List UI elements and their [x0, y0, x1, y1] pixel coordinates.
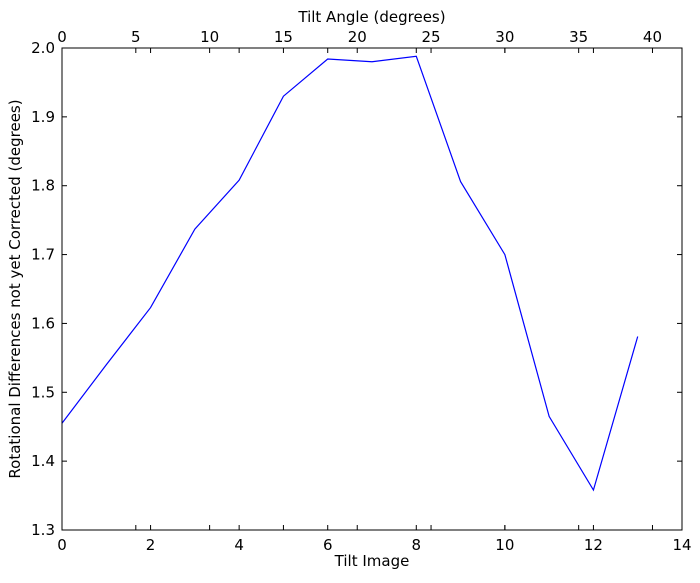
x2-tick-label: 40 [643, 28, 662, 46]
y-tick-label: 1.6 [31, 314, 55, 332]
x-tick-label: 8 [412, 536, 422, 554]
y-tick-label: 1.8 [31, 177, 55, 195]
x-tick-label: 10 [495, 536, 514, 554]
tick-marks [61, 47, 683, 531]
y-tick-label: 1.7 [31, 246, 55, 264]
plot-frame [61, 47, 683, 531]
x-tick-label: 2 [146, 536, 156, 554]
x-tick-label: 14 [672, 536, 691, 554]
x2-tick-label: 10 [200, 28, 219, 46]
series-layer [61, 55, 639, 492]
top-axis-title: Tilt Angle (degrees) [297, 8, 445, 26]
x-tick-label: 6 [323, 536, 333, 554]
y-tick-label: 2.0 [31, 39, 55, 57]
y-axis-title: Rotational Differences not yet Corrected… [6, 99, 24, 478]
x-axis-title: Tilt Image [334, 552, 410, 570]
x2-tick-label: 5 [131, 28, 141, 46]
x2-tick-label: 0 [57, 28, 67, 46]
x-tick-label: 0 [57, 536, 67, 554]
y-tick-label: 1.4 [31, 452, 55, 470]
x2-tick-label: 15 [274, 28, 293, 46]
x2-tick-label: 30 [495, 28, 514, 46]
x-tick-label: 12 [584, 536, 603, 554]
y-tick-label: 1.9 [31, 108, 55, 126]
y-tick-label: 1.5 [31, 383, 55, 401]
y-tick-label: 1.3 [31, 521, 55, 539]
tick-labels: 0 2 4 6 8 10 12 14 0 5 10 15 20 25 30 35 40 1.3 1.4 1.5 1.6 1… [31, 28, 691, 554]
x2-tick-label: 35 [569, 28, 588, 46]
x-tick-label: 4 [234, 536, 244, 554]
x2-tick-label: 25 [422, 28, 441, 46]
x2-tick-label: 20 [348, 28, 367, 46]
series-line-0 [61, 55, 639, 492]
